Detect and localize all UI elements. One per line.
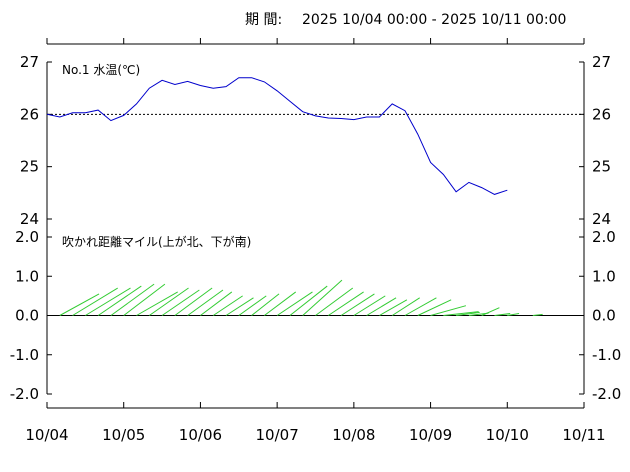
temp-ytick-label-right: 27 (592, 53, 611, 71)
wind-ytick-label-right: -1.0 (592, 346, 621, 364)
wind-stick (212, 295, 243, 316)
wind-stick (328, 291, 364, 316)
x-tick-label: 10/04 (25, 426, 68, 444)
temp-ytick-label-right: 25 (592, 158, 611, 176)
wind-stick (404, 297, 437, 316)
temp-ytick-label-left: 25 (20, 158, 39, 176)
wind-ytick-label-left: 1.0 (15, 267, 39, 285)
wind-stick (430, 305, 467, 316)
wind-stick (123, 283, 166, 316)
temperature-panel-title: No.1 水温(℃) (62, 63, 140, 77)
temp-ytick-label-left: 24 (20, 210, 39, 228)
x-tick-label: 10/10 (486, 426, 529, 444)
wind-ytick-label-right: 1.0 (592, 267, 616, 285)
wind-stick (264, 291, 297, 316)
wind-stick (315, 287, 354, 316)
chart-frame (46, 43, 585, 409)
wind-ytick-label-left: -2.0 (10, 385, 39, 403)
wind-stick (481, 307, 500, 316)
wind-stick (443, 311, 479, 316)
wind-stick (366, 297, 397, 316)
temp-ytick-label-left: 27 (20, 53, 39, 71)
period-range: 2025 10/04 00:00 - 2025 10/11 00:00 (302, 12, 566, 28)
x-tick-label: 10/09 (409, 426, 452, 444)
wind-stick (85, 287, 131, 316)
wind-ytick-label-left: 2.0 (15, 228, 39, 246)
wind-stick (161, 289, 200, 316)
x-tick-labels: 10/04 10/05 10/06 10/07 10/08 10/09 10/10 10/11 (25, 426, 605, 444)
wind-stick (289, 285, 328, 316)
wind-stick (59, 293, 100, 316)
wind-ytick-label-right: 2.0 (592, 228, 616, 246)
wind-stick (110, 283, 155, 316)
wind-stick (136, 291, 178, 316)
temperature-series-group (46, 77, 508, 195)
wind-stick (417, 299, 452, 316)
wind-stick (174, 287, 213, 316)
axis-ticks (46, 38, 585, 408)
temperature-series-line (46, 77, 508, 195)
temp-ytick-label-left: 26 (20, 105, 39, 123)
wind-ytick-label-right: 0.0 (592, 307, 616, 325)
wind-stick (238, 295, 267, 316)
wind-panel-title: 吹かれ距離マイル(上が北、下が南) (62, 234, 251, 249)
wind-stick (353, 295, 386, 316)
wind-ytick-label-left: 0.0 (15, 307, 39, 325)
y-tick-labels: 24 24 25 25 26 26 27 27 2.0 2.0 1.0 1.0 0.0 0.0 -1.0 -1… (10, 53, 622, 403)
x-tick-label: 10/06 (179, 426, 222, 444)
wind-stick (391, 297, 420, 316)
wind-ytick-label-right: -2.0 (592, 385, 621, 403)
x-tick-label: 10/08 (332, 426, 375, 444)
temp-ytick-label-right: 26 (592, 105, 611, 123)
wind-stick (532, 313, 543, 316)
wind-stick (456, 311, 480, 316)
wind-stick (302, 279, 343, 316)
x-tick-label: 10/11 (562, 426, 605, 444)
wind-stick (225, 297, 254, 316)
wind-sticks-group (59, 279, 543, 316)
x-tick-label: 10/07 (256, 426, 299, 444)
wind-stick (507, 313, 520, 316)
wind-stick (187, 289, 224, 316)
wind-stick (251, 293, 280, 316)
wind-stick (72, 287, 118, 316)
wind-stick (97, 285, 142, 316)
wind-stick (379, 299, 408, 316)
wind-stick (340, 293, 375, 316)
wind-stick (494, 313, 511, 316)
wind-stick (276, 291, 313, 316)
wind-stick (148, 287, 189, 316)
wind-stick (200, 291, 233, 316)
temp-ytick-label-right: 24 (592, 210, 611, 228)
period-label: 期 間: (245, 12, 282, 28)
wind-ytick-label-left: -1.0 (10, 346, 39, 364)
x-tick-label: 10/05 (102, 426, 145, 444)
